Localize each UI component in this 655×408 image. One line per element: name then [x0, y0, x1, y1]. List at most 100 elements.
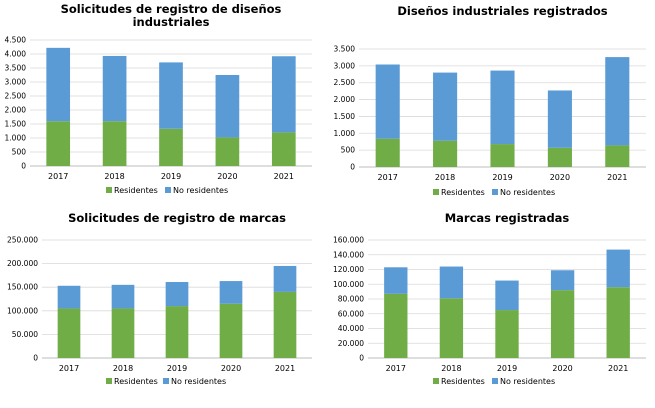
bar-residentes-2019	[165, 306, 189, 358]
chart-title: Diseños industriales registrados	[397, 4, 607, 18]
y-tick-label: 3.500	[334, 45, 356, 54]
chart-title: Marcas registradas	[445, 211, 570, 225]
bar-no-residentes-2019	[495, 280, 519, 311]
bar-residentes-2018	[439, 298, 464, 358]
bar-residentes-2019	[495, 310, 519, 358]
chart-2: Diseños industriales registrados 0 500 1.00…	[334, 4, 646, 197]
bar-no-residentes-2018	[102, 55, 127, 122]
legend-swatch-residentes	[106, 378, 112, 384]
legend-swatch-residentes	[433, 378, 439, 384]
y-tick-label: 20.000	[338, 339, 364, 348]
legend-label: Residentes	[441, 377, 485, 386]
y-tick-label: 200.000	[7, 259, 38, 268]
x-tick-label: 2020	[217, 172, 237, 181]
y-tick-label: 0	[350, 163, 355, 172]
bar-no-residentes-2021	[271, 56, 296, 133]
y-tick-label: 3.000	[334, 61, 356, 70]
bar-residentes-2021	[605, 145, 630, 167]
bar-no-residentes-2021	[273, 265, 297, 292]
y-tick-label: 40.000	[338, 324, 364, 333]
bar-residentes-2017	[57, 308, 81, 358]
bar-residentes-2020	[219, 303, 243, 358]
chart-4: Marcas registradas 0 20.000 40.000 60.000 80.…	[333, 211, 646, 386]
x-tick-label: 2019	[167, 364, 187, 373]
x-tick-label: 2021	[607, 173, 627, 182]
legend-swatch-no-residentes	[492, 189, 498, 195]
bar-no-residentes-2017	[375, 64, 400, 139]
y-tick-label: 80.000	[338, 295, 364, 304]
x-tick-label: 2017	[378, 173, 398, 182]
bar-no-residentes-2019	[159, 62, 183, 129]
y-tick-label: 4.500	[5, 36, 27, 45]
bar-no-residentes-2020	[547, 90, 572, 148]
chart-1: Solicitudes de registro de diseñosindust…	[5, 2, 312, 195]
x-tick-label: 2021	[275, 364, 295, 373]
legend-label: Residentes	[114, 377, 158, 386]
y-tick-label: 1.000	[334, 129, 356, 138]
x-tick-label: 2018	[113, 364, 133, 373]
chart-title: industriales	[133, 15, 210, 29]
bar-no-residentes-2018	[439, 266, 464, 299]
x-tick-label: 2020	[552, 364, 572, 373]
x-tick-label: 2021	[608, 364, 628, 373]
y-tick-label: 500	[12, 148, 27, 157]
bar-no-residentes-2017	[57, 285, 81, 309]
x-tick-label: 2019	[497, 364, 517, 373]
legend-label: No residentes	[171, 377, 226, 386]
y-tick-label: 2.500	[5, 92, 27, 101]
x-tick-label: 2018	[435, 173, 455, 182]
legend-label: Residentes	[441, 188, 485, 197]
y-tick-label: 1.500	[334, 112, 356, 121]
legend-swatch-residentes	[433, 189, 439, 195]
y-tick-label: 140.000	[333, 250, 364, 259]
bar-no-residentes-2021	[605, 57, 630, 146]
x-tick-label: 2019	[161, 172, 181, 181]
legend-swatch-no-residentes	[492, 378, 498, 384]
legend-label: Residentes	[114, 186, 158, 195]
x-tick-label: 2018	[441, 364, 461, 373]
x-tick-label: 2017	[48, 172, 68, 181]
bar-residentes-2017	[384, 293, 408, 358]
y-tick-label: 1.000	[5, 134, 27, 143]
bar-no-residentes-2020	[219, 281, 243, 304]
legend-label: No residentes	[500, 377, 555, 386]
x-tick-label: 2020	[550, 173, 570, 182]
y-tick-label: 1.500	[5, 120, 27, 129]
legend-swatch-residentes	[106, 187, 112, 193]
y-tick-label: 2.000	[5, 106, 27, 115]
y-tick-label: 50.000	[12, 330, 38, 339]
y-tick-label: 2.500	[334, 78, 356, 87]
y-tick-label: 0	[359, 354, 364, 363]
y-tick-label: 3.000	[5, 78, 27, 87]
bar-residentes-2018	[102, 121, 127, 166]
bar-no-residentes-2018	[433, 72, 458, 141]
bar-residentes-2021	[273, 291, 297, 358]
bar-residentes-2019	[159, 128, 183, 166]
bar-no-residentes-2017	[384, 267, 408, 294]
bar-residentes-2017	[375, 138, 400, 167]
y-tick-label: 0	[21, 162, 26, 171]
bar-residentes-2018	[433, 140, 458, 167]
chart-title: Solicitudes de registro de marcas	[68, 211, 286, 225]
y-tick-label: 0	[33, 354, 38, 363]
y-tick-label: 120.000	[333, 265, 364, 274]
bar-no-residentes-2019	[490, 70, 515, 145]
bar-residentes-2020	[550, 290, 575, 358]
y-tick-label: 100.000	[333, 280, 364, 289]
x-tick-label: 2017	[59, 364, 79, 373]
x-tick-label: 2018	[104, 172, 124, 181]
chart-title: Solicitudes de registro de diseños	[61, 2, 282, 16]
x-tick-label: 2021	[274, 172, 294, 181]
bar-no-residentes-2019	[165, 282, 189, 307]
chart-3: Solicitudes de registro de marcas 0 50.000…	[7, 211, 312, 386]
y-tick-label: 160.000	[333, 236, 364, 245]
legend-swatch-no-residentes	[163, 378, 169, 384]
y-tick-label: 60.000	[338, 309, 364, 318]
x-tick-label: 2019	[492, 173, 512, 182]
bar-residentes-2021	[606, 287, 630, 358]
y-tick-label: 150.000	[7, 283, 38, 292]
y-tick-label: 4.000	[5, 50, 27, 59]
y-tick-label: 100.000	[7, 306, 38, 315]
legend-label: No residentes	[173, 186, 228, 195]
